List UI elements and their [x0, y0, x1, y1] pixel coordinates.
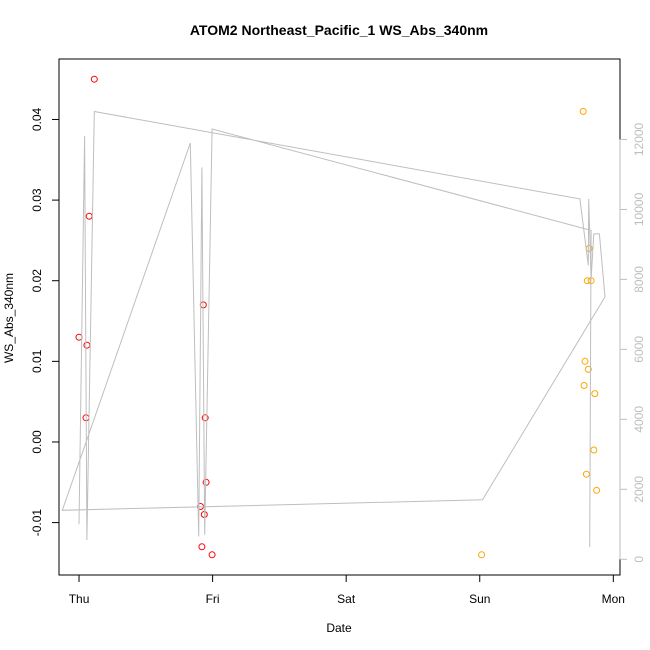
data-point-1-1	[579, 107, 587, 115]
data-point-1-2	[580, 382, 588, 389]
data-point-0-6	[198, 543, 206, 551]
chart-title: ATOM2 Northeast_Pacific_1 WS_Abs_340nm	[190, 22, 488, 38]
y2-tick-label: 0	[632, 556, 646, 563]
x-tick-label: Mon	[602, 592, 625, 606]
series-line-2	[61, 110, 606, 548]
data-point-1-0	[478, 551, 486, 559]
y2-tick-label: 6000	[632, 336, 646, 363]
data-point-1-9	[590, 446, 598, 454]
y2-tick-label: 2000	[632, 476, 646, 503]
x-tick-label: Fri	[206, 592, 220, 606]
y-tick-label: 0.04	[30, 107, 44, 131]
data-point-1-11	[593, 486, 601, 494]
x-tick-label: Sun	[469, 592, 490, 606]
data-point-1-5	[583, 277, 591, 285]
data-point-1-6	[584, 365, 592, 373]
series-layer	[61, 75, 606, 559]
y-tick-label: 0.00	[30, 430, 44, 454]
data-point-0-4	[90, 75, 98, 83]
y-axis-label: WS_Abs_340nm	[2, 273, 16, 363]
y-tick-label: 0.01	[30, 349, 44, 373]
data-point-0-9	[201, 414, 209, 422]
x-tick-label: Thu	[69, 592, 90, 606]
y2-tick-label: 8000	[632, 266, 646, 293]
data-point-1-10	[591, 390, 599, 398]
y2-tick-label: 10000	[632, 192, 646, 226]
x-tick-label: Sat	[337, 592, 356, 606]
y2-tick-label: 4000	[632, 406, 646, 433]
data-point-0-11	[208, 551, 216, 559]
data-point-1-3	[581, 357, 589, 365]
data-point-1-4	[582, 470, 590, 478]
y-tick-label: 0.02	[30, 269, 44, 293]
axes-layer: Thu Fri Sat Sun Mon -0.01 0.00 0.01 0.02 0.03 0.04…	[30, 107, 646, 606]
x-axis-label: Date	[326, 621, 352, 635]
y-tick-label: -0.01	[30, 509, 44, 537]
y-tick-label: 0.03	[30, 188, 44, 212]
y2-tick-label: 12000	[632, 122, 646, 156]
